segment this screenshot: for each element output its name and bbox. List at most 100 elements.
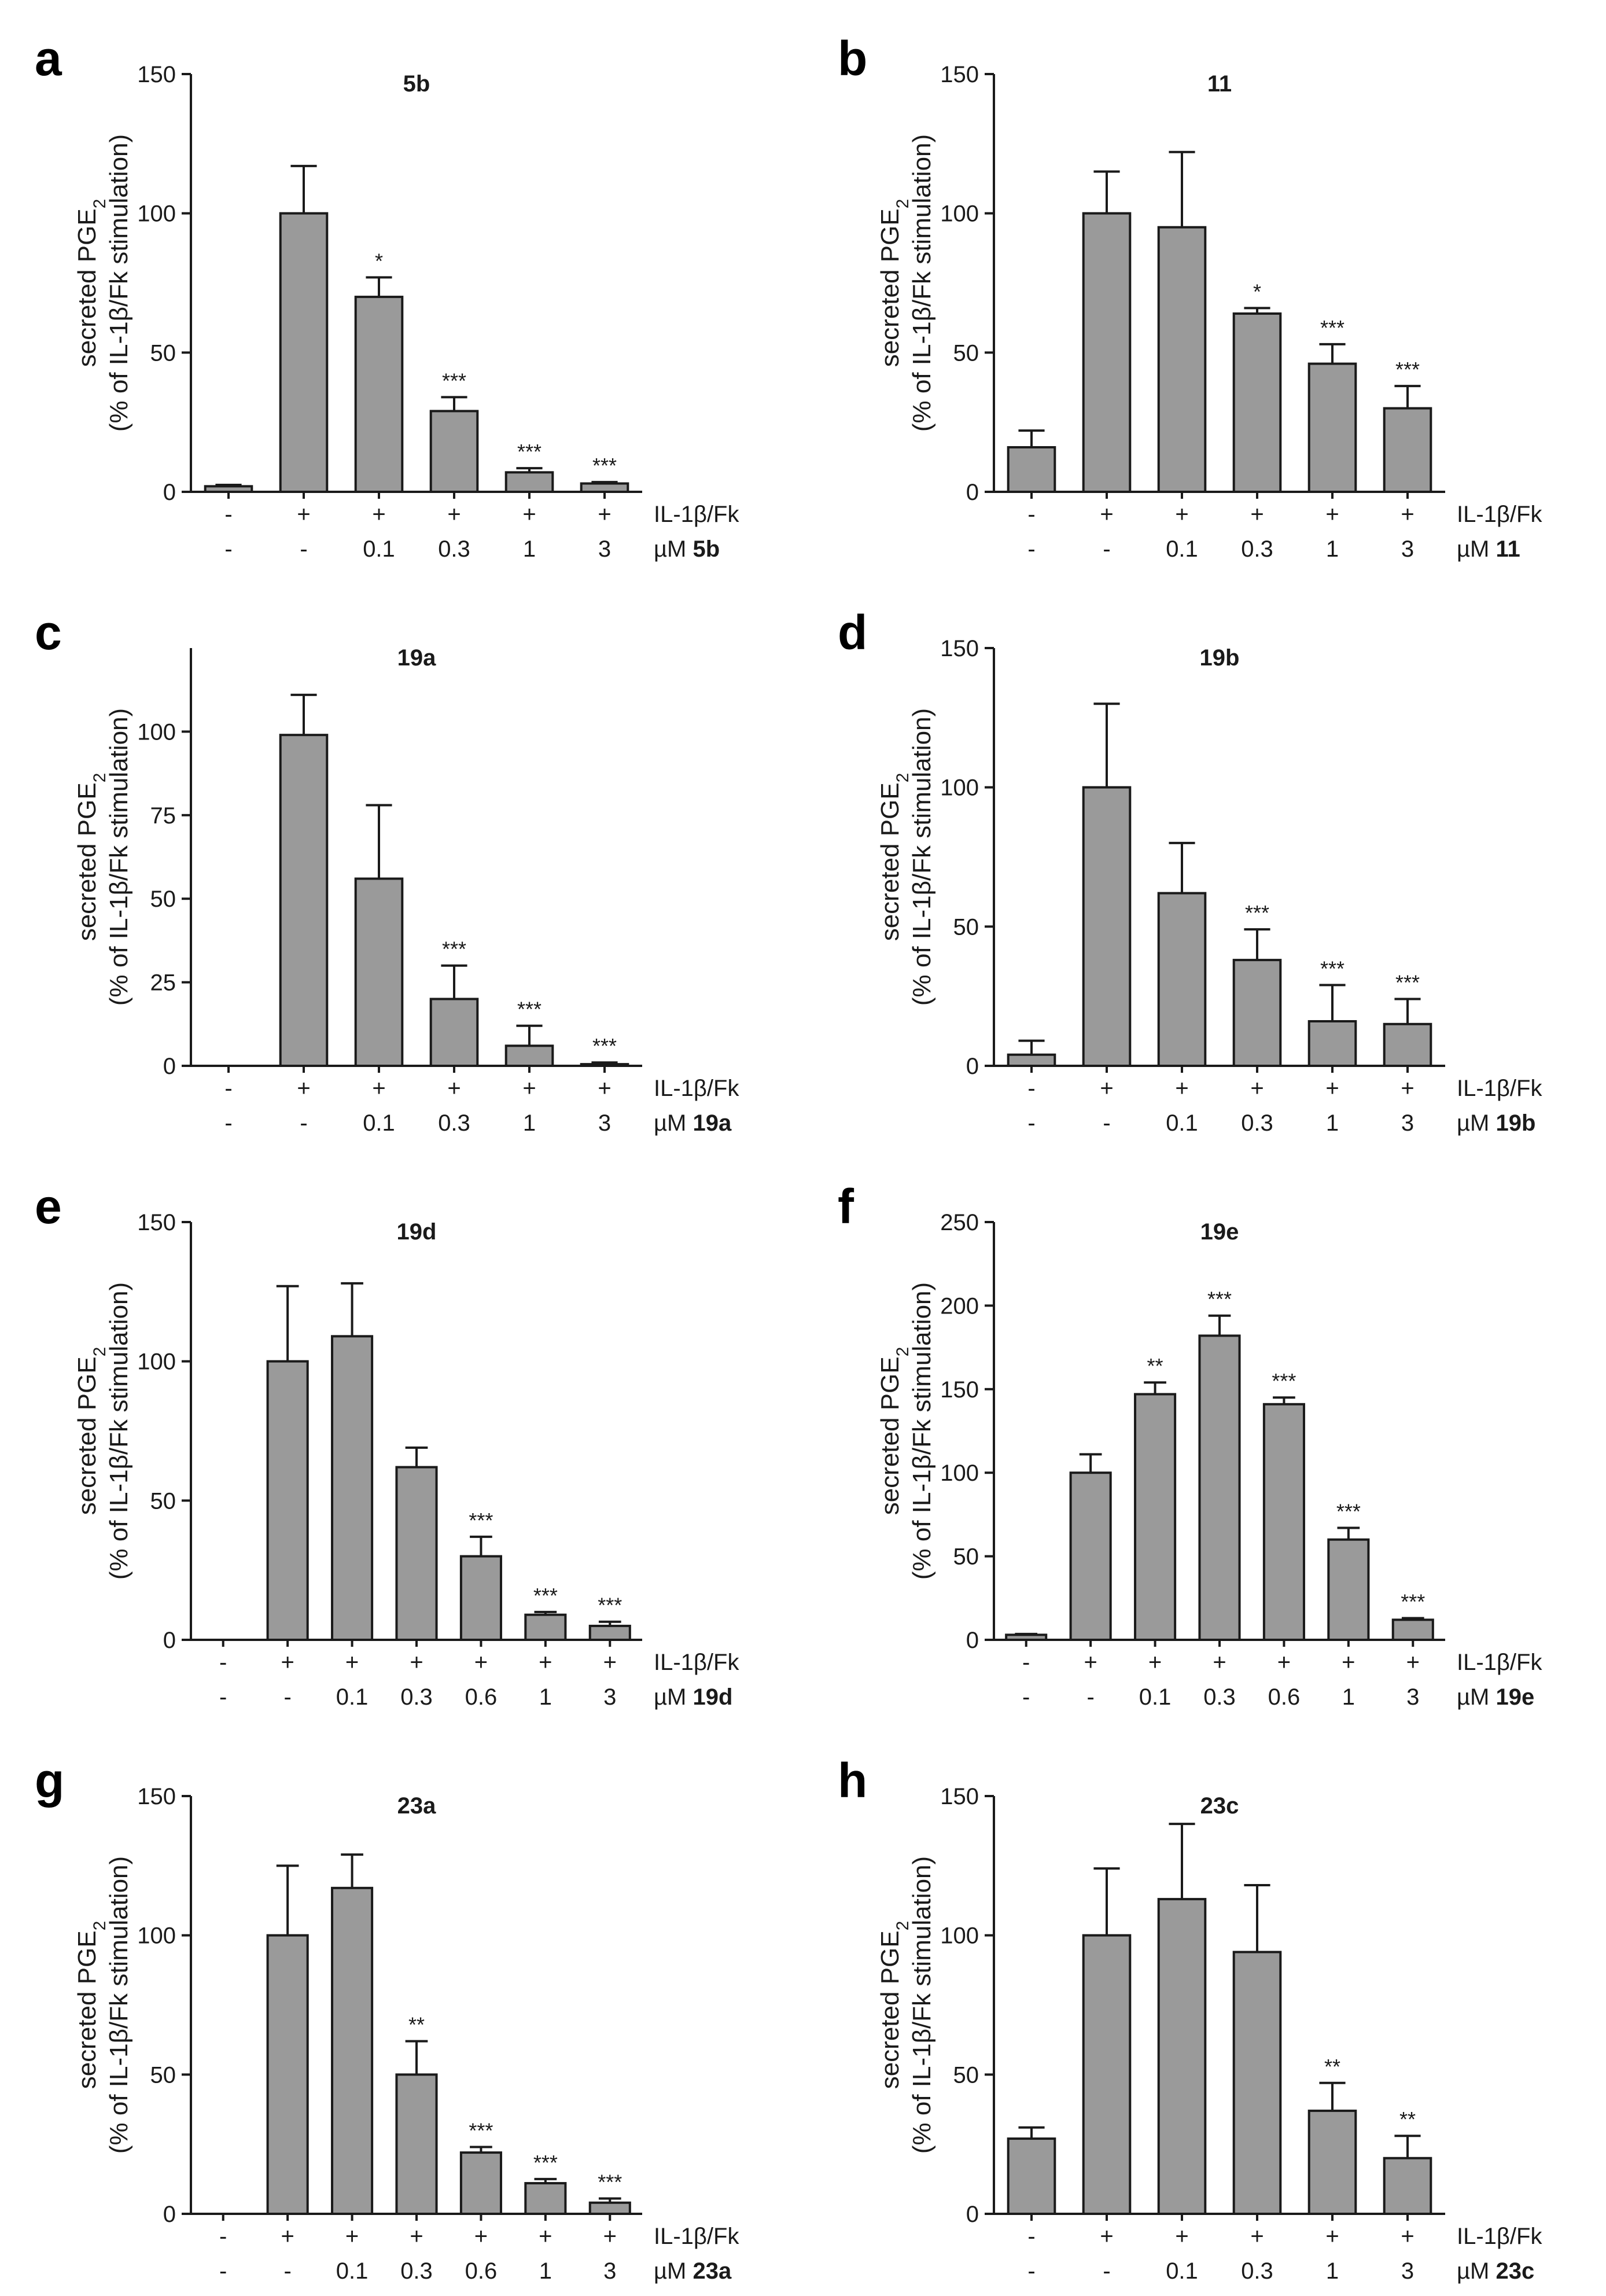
condition-il1b-fk-label: + — [1250, 502, 1264, 527]
condition-dose-label: 1 — [523, 536, 536, 562]
condition-dose-label: 0.6 — [465, 2258, 498, 2284]
row-name-dose: µM 23c — [1457, 2258, 1534, 2284]
y-tick-label: 150 — [940, 1377, 979, 1403]
condition-dose-label: - — [1103, 2258, 1110, 2284]
panel-f: f secreted PGE2 (% of IL-1β/Fk stimulation… — [803, 1148, 1606, 1722]
condition-il1b-fk-label: + — [539, 2224, 552, 2249]
condition-il1b-fk-label: + — [1342, 1650, 1355, 1675]
significance-marker: *** — [592, 1034, 617, 1058]
y-tick-label: 100 — [940, 775, 979, 801]
bar-chart-c: c secreted PGE2(% of IL-1β/Fk stimulation… — [35, 605, 739, 1136]
dose-unit: µM — [654, 2258, 693, 2284]
bar-chart-b: b secreted PGE2(% of IL-1β/Fk stimulation… — [838, 31, 1542, 562]
condition-dose-label: 0.3 — [438, 1110, 470, 1136]
y-axis-label-line1: secreted PGE2 — [73, 1921, 109, 2089]
condition-dose-label: 0.1 — [363, 536, 395, 562]
y-tick-label: 200 — [940, 1293, 979, 1319]
row-name-il1b-fk: IL-1β/Fk — [1457, 502, 1542, 527]
bar — [1082, 1934, 1132, 2215]
dose-unit: µM — [654, 536, 693, 562]
y-axis-label-line2: (% of IL-1β/Fk stimulation) — [105, 1282, 133, 1580]
y-tick-label: 150 — [940, 1784, 979, 1809]
y-axis-label-text: secreted PGE — [73, 208, 101, 367]
significance-marker: *** — [1395, 970, 1420, 994]
compound-name: 19e — [1496, 1684, 1534, 1710]
bar — [1383, 2157, 1432, 2216]
y-tick-label: 0 — [966, 2202, 979, 2227]
condition-dose-label: - — [1103, 1110, 1110, 1136]
bar — [266, 1934, 309, 2215]
condition-dose-label: - — [224, 536, 232, 562]
condition-dose-label: 0.3 — [400, 2258, 433, 2284]
chart-title: 19d — [397, 1219, 437, 1245]
y-tick-label: 50 — [150, 1488, 176, 1514]
condition-il1b-fk-label: + — [372, 502, 385, 527]
bar — [279, 212, 329, 493]
condition-dose-label: - — [300, 1110, 307, 1136]
bar — [1383, 1022, 1432, 1067]
condition-il1b-fk-label: + — [281, 2224, 294, 2249]
dose-unit: µM — [1457, 1684, 1496, 1710]
chart-title: 23a — [397, 1793, 436, 1819]
condition-dose-label: - — [1027, 1110, 1035, 1136]
compound-name: 23a — [693, 2258, 731, 2284]
significance-marker: *** — [517, 998, 542, 1021]
y-tick-label: 100 — [940, 1460, 979, 1486]
condition-dose-label: - — [1022, 1684, 1030, 1710]
condition-dose-label: 1 — [1342, 1684, 1355, 1710]
row-name-il1b-fk: IL-1β/Fk — [654, 1076, 739, 1101]
y-tick-label: 50 — [150, 2062, 176, 2088]
condition-dose-label: 0.6 — [1268, 1684, 1301, 1710]
condition-il1b-fk-label: - — [1027, 502, 1035, 527]
condition-dose-label: 0.1 — [363, 1110, 395, 1136]
condition-il1b-fk-label: + — [474, 2224, 488, 2249]
condition-il1b-fk-label: + — [372, 1076, 385, 1101]
condition-dose-label: 0.1 — [336, 1684, 369, 1710]
y-tick-label: 0 — [163, 2202, 176, 2227]
y-axis-label-subscript: 2 — [893, 199, 912, 209]
row-name-dose: µM 23a — [654, 2258, 732, 2284]
condition-dose-label: 3 — [1406, 1684, 1419, 1710]
y-tick-label: 150 — [940, 636, 979, 661]
significance-marker: *** — [598, 1594, 622, 1617]
condition-dose-label: - — [283, 2258, 291, 2284]
condition-il1b-fk-label: + — [522, 502, 536, 527]
condition-dose-label: 1 — [523, 1110, 536, 1136]
y-axis-label-subscript: 2 — [90, 1347, 109, 1357]
condition-dose-label: 0.1 — [1166, 2258, 1198, 2284]
significance-marker: *** — [1245, 901, 1269, 925]
condition-dose-label: 0.3 — [1241, 536, 1273, 562]
bar — [1157, 226, 1207, 493]
chart-title: 11 — [1207, 71, 1232, 97]
bar — [354, 296, 404, 493]
panel-letter: a — [35, 31, 62, 86]
compound-name: 23c — [1496, 2258, 1534, 2284]
condition-il1b-fk-label: + — [345, 1650, 359, 1675]
condition-dose-label: 3 — [1401, 1110, 1414, 1136]
panel-letter: c — [35, 605, 62, 660]
bar — [459, 2151, 502, 2216]
condition-il1b-fk-label: - — [224, 502, 232, 527]
condition-il1b-fk-label: + — [1401, 2224, 1414, 2249]
condition-dose-label: - — [1086, 1684, 1094, 1710]
y-tick-label: 0 — [966, 1054, 979, 1079]
condition-dose-label: 0.1 — [1139, 1684, 1172, 1710]
y-tick-label: 100 — [940, 201, 979, 227]
y-axis-label-line1: secreted PGE2 — [73, 773, 109, 941]
y-axis-label-line2: (% of IL-1β/Fk stimulation) — [908, 708, 936, 1006]
condition-dose-label: 0.6 — [465, 1684, 498, 1710]
condition-dose-label: 1 — [1326, 1110, 1339, 1136]
y-tick-label: 0 — [163, 1054, 176, 1079]
condition-il1b-fk-label: - — [1022, 1650, 1030, 1675]
condition-il1b-fk-label: + — [1100, 2224, 1113, 2249]
bar — [1082, 786, 1132, 1067]
condition-dose-label: 0.3 — [1241, 2258, 1273, 2284]
y-axis-label-line2: (% of IL-1β/Fk stimulation) — [908, 134, 936, 432]
y-tick-label: 50 — [953, 2062, 979, 2088]
y-tick-label: 75 — [150, 803, 176, 829]
bar — [1307, 362, 1357, 493]
row-name-dose: µM 11 — [1457, 536, 1520, 562]
panel-h: h secreted PGE2 (% of IL-1β/Fk stimulation… — [803, 1722, 1606, 2296]
bar — [1007, 1053, 1056, 1067]
significance-marker: *** — [1320, 316, 1345, 340]
